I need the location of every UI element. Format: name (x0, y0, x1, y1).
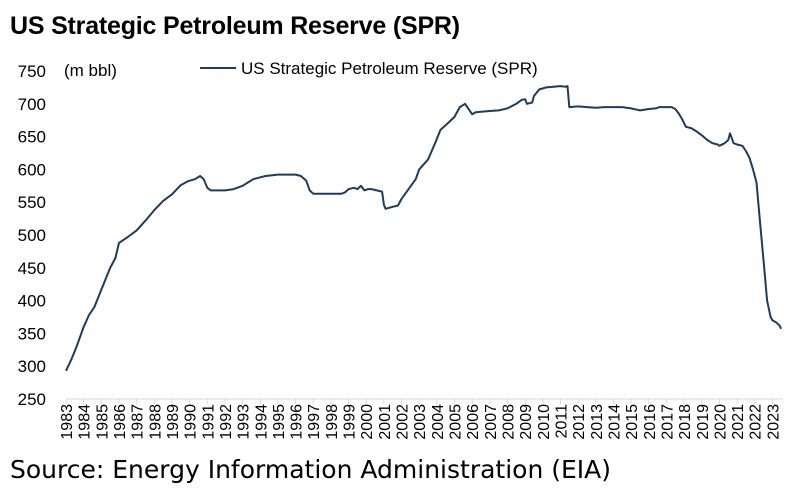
y-axis: 250 300 350 400 450 500 550 600 650 700 750 (18, 62, 46, 409)
x-tick-label: 2009 (518, 404, 535, 440)
x-tick-label: 2004 (430, 404, 447, 440)
x-tick-label: 2011 (553, 404, 570, 439)
legend: US Strategic Petroleum Reserve (SPR) (200, 59, 538, 78)
x-tick-label: 1993 (236, 404, 253, 440)
x-tick-label: 2005 (448, 404, 465, 440)
x-tick-label: 2013 (589, 404, 606, 440)
y-tick-label: 750 (18, 62, 46, 81)
x-tick-label: 2014 (606, 404, 623, 440)
x-tick-label: 2007 (483, 404, 500, 440)
series-line-0 (65, 85, 783, 372)
x-tick-label: 2015 (624, 404, 641, 440)
x-tick-label: 1995 (271, 404, 288, 440)
x-tick-label: 2021 (730, 404, 747, 440)
x-tick-label: 1986 (112, 404, 129, 440)
y-tick-label: 250 (18, 390, 46, 409)
x-tick-label: 2003 (412, 404, 429, 440)
x-tick-label: 2010 (536, 404, 553, 440)
x-tick-label: 2023 (765, 404, 782, 440)
x-tick-label: 1991 (200, 404, 217, 440)
x-tick-label: 1989 (165, 404, 182, 440)
x-tick-label: 1988 (147, 404, 164, 440)
legend-label: US Strategic Petroleum Reserve (SPR) (241, 59, 538, 78)
y-tick-label: 300 (18, 357, 46, 376)
x-tick-label: 1985 (94, 404, 111, 440)
x-tick-label: 2022 (748, 404, 765, 440)
x-tick-label: 1999 (342, 404, 359, 440)
y-axis-label: (m bbl) (64, 61, 117, 80)
y-tick-label: 600 (18, 160, 46, 179)
y-tick-label: 650 (18, 128, 46, 147)
x-axis: 1983 1984 1985 1986 1987 1988 1989 1990 1991 1992… (59, 398, 783, 440)
source-note: Source: Energy Information Administratio… (10, 455, 612, 484)
y-tick-label: 550 (18, 193, 46, 212)
x-tick-label: 2018 (677, 404, 694, 440)
x-tick-label: 1996 (289, 404, 306, 440)
x-tick-label: 1998 (324, 404, 341, 440)
x-tick-label: 1992 (218, 404, 235, 440)
y-tick-label: 400 (18, 292, 46, 311)
chart-title: US Strategic Petroleum Reserve (SPR) (10, 12, 460, 40)
y-tick-label: 700 (18, 95, 46, 114)
y-tick-label: 350 (18, 324, 46, 343)
x-tick-label: 2016 (642, 404, 659, 440)
x-tick-label: 2001 (377, 404, 394, 440)
x-tick-label: 1997 (306, 404, 323, 440)
plot-area (65, 85, 783, 372)
x-tick-label: 2000 (359, 404, 376, 440)
x-tick-label: 1983 (59, 404, 76, 440)
x-tick-label: 2020 (712, 404, 729, 440)
x-tick-label: 2017 (659, 404, 676, 440)
x-tick-label: 1990 (183, 404, 200, 440)
x-tick-label: 1984 (77, 404, 94, 440)
y-tick-label: 500 (18, 226, 46, 245)
x-tick-label: 2002 (395, 404, 412, 440)
x-tick-label: 2008 (501, 404, 518, 440)
x-tick-label: 2006 (465, 404, 482, 440)
x-tick-label: 2019 (695, 404, 712, 440)
x-tick-label: 1987 (130, 404, 147, 440)
x-tick-label: 1994 (253, 404, 270, 440)
y-tick-label: 450 (18, 259, 46, 278)
x-tick-label: 2012 (571, 404, 588, 440)
